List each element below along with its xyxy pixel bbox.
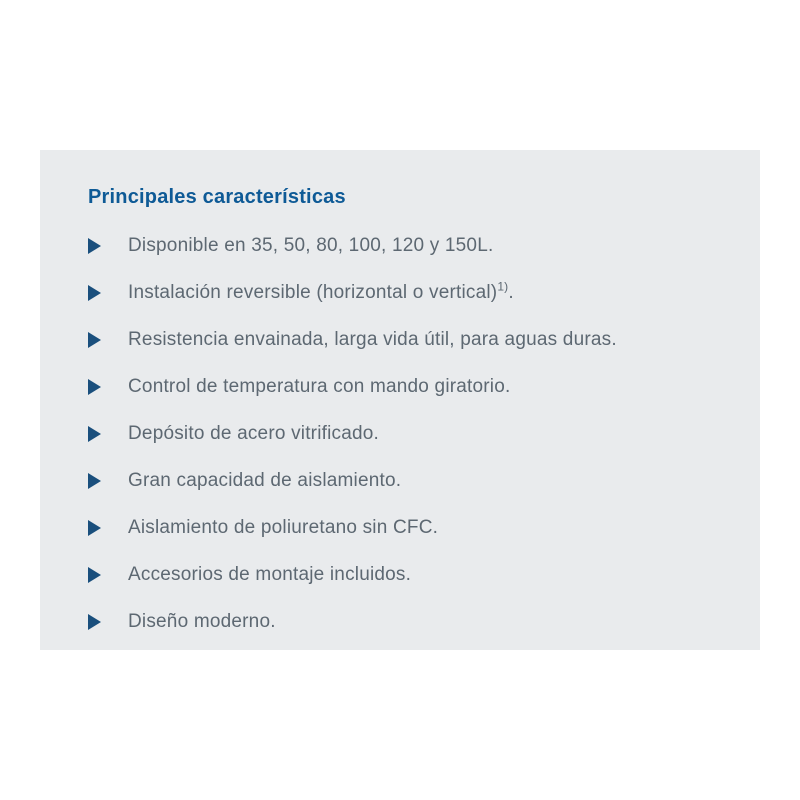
- list-item: Resistencia envainada, larga vida útil, …: [88, 329, 720, 351]
- list-item: Gran capacidad de aislamiento.: [88, 470, 720, 492]
- feature-text: Depósito de acero vitrificado.: [128, 423, 379, 445]
- feature-text-main: Resistencia envainada, larga vida útil, …: [128, 329, 617, 350]
- feature-text: Resistencia envainada, larga vida útil, …: [128, 329, 617, 351]
- feature-text: Accesorios de montaje incluidos.: [128, 564, 411, 586]
- list-item: Disponible en 35, 50, 80, 100, 120 y 150…: [88, 235, 720, 257]
- list-item: Diseño moderno.: [88, 611, 720, 633]
- list-item: Control de temperatura con mando girator…: [88, 376, 720, 398]
- triangle-right-icon: [88, 567, 101, 583]
- feature-text-suffix: .: [508, 282, 514, 303]
- triangle-right-icon: [88, 520, 101, 536]
- feature-text: Diseño moderno.: [128, 611, 276, 633]
- feature-text-main: Gran capacidad de aislamiento.: [128, 470, 402, 491]
- feature-text-main: Control de temperatura con mando girator…: [128, 376, 511, 397]
- list-item: Instalación reversible (horizontal o ver…: [88, 279, 720, 304]
- triangle-right-icon: [88, 238, 101, 254]
- page-title: Principales características: [88, 186, 346, 208]
- feature-list: Disponible en 35, 50, 80, 100, 120 y 150…: [88, 235, 720, 633]
- feature-text: Disponible en 35, 50, 80, 100, 120 y 150…: [128, 235, 493, 257]
- feature-text-sup: 1): [497, 279, 509, 294]
- feature-text: Control de temperatura con mando girator…: [128, 376, 510, 398]
- feature-text: Gran capacidad de aislamiento.: [128, 470, 401, 492]
- triangle-right-icon: [88, 614, 101, 630]
- triangle-right-icon: [88, 332, 101, 348]
- feature-text-main: Accesorios de montaje incluidos.: [128, 564, 412, 585]
- feature-text: Instalación reversible (horizontal o ver…: [128, 279, 514, 304]
- feature-text: Aislamiento de poliuretano sin CFC.: [128, 517, 438, 539]
- triangle-right-icon: [88, 285, 101, 301]
- triangle-right-icon: [88, 379, 101, 395]
- triangle-right-icon: [88, 426, 101, 442]
- feature-text-main: Diseño moderno.: [128, 611, 276, 632]
- feature-text-main: Aislamiento de poliuretano sin CFC.: [128, 517, 439, 538]
- features-panel: Principales características Disponible e…: [40, 150, 760, 650]
- feature-text-main: Instalación reversible (horizontal o ver…: [128, 282, 498, 303]
- list-item: Depósito de acero vitrificado.: [88, 423, 720, 445]
- list-item: Accesorios de montaje incluidos.: [88, 564, 720, 586]
- feature-text-main: Disponible en 35, 50, 80, 100, 120 y 150…: [128, 235, 494, 256]
- feature-text-main: Depósito de acero vitrificado.: [128, 423, 380, 444]
- list-item: Aislamiento de poliuretano sin CFC.: [88, 517, 720, 539]
- triangle-right-icon: [88, 473, 101, 489]
